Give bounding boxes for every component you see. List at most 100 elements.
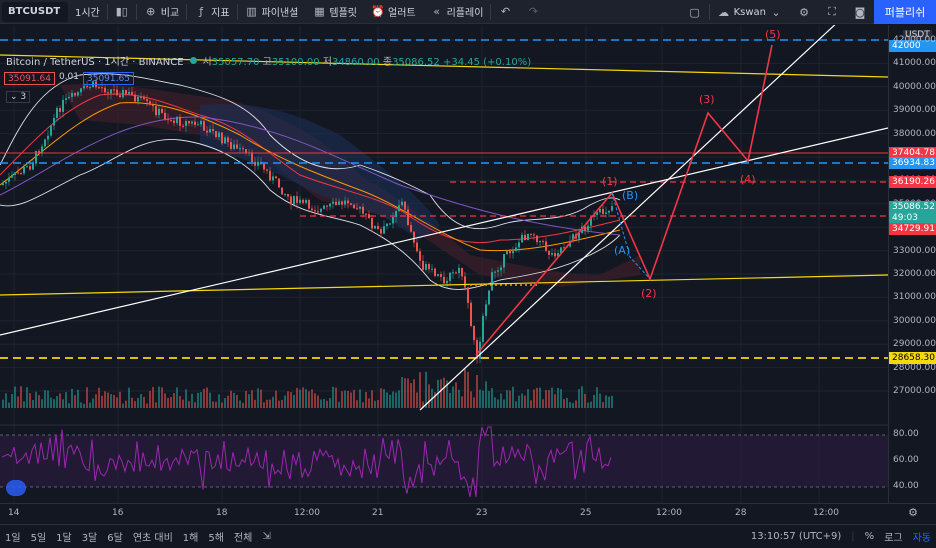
candle: [227, 137, 229, 143]
candle: [14, 172, 16, 176]
time-tick: 16: [112, 508, 124, 518]
percent-button[interactable]: %: [864, 531, 875, 542]
volume-bar: [209, 392, 211, 408]
volume-bar: [407, 378, 409, 408]
volume-bar: [305, 389, 307, 408]
volume-bar: [245, 390, 247, 408]
volume-bar: [572, 402, 574, 408]
volume-bar: [500, 393, 502, 408]
candle: [551, 253, 553, 255]
chart-pane[interactable]: Bitcoin / TetherUS · 1시간 · BINANCE 시3505…: [0, 19, 889, 503]
layout-name-button[interactable]: ☁ Kswan ⌄: [710, 0, 790, 24]
candle: [548, 250, 550, 255]
candle: [524, 234, 526, 241]
candle: [500, 267, 502, 271]
volume-bar: [131, 397, 133, 408]
volume-bar: [476, 375, 478, 408]
ask-price[interactable]: 35091.65: [83, 72, 134, 85]
volume-bar: [569, 402, 571, 408]
square-icon: ▢: [689, 5, 700, 19]
candle: [26, 166, 28, 168]
volume-bar: [563, 399, 565, 408]
trendline-white-steep: [419, 19, 841, 411]
volume-bar: [68, 403, 70, 408]
chart-type-button[interactable]: ▮▯: [108, 0, 136, 24]
price-chart[interactable]: [0, 19, 889, 503]
fullscreen-button[interactable]: ⛶: [818, 0, 846, 24]
range-button[interactable]: 5일: [30, 533, 47, 544]
bid-price[interactable]: 35091.64: [4, 72, 55, 85]
candle: [599, 208, 601, 213]
volume-bar: [140, 394, 142, 408]
volume-bar: [47, 390, 49, 408]
volume-bar: [506, 390, 508, 408]
volume-bar: [497, 399, 499, 408]
indicator-collapse-button[interactable]: ⌄ 3: [6, 91, 31, 103]
rsi-line: [1, 426, 612, 498]
volume-bar: [425, 371, 427, 408]
symbol-search[interactable]: BTCUSDT: [2, 1, 68, 22]
range-calendar-icon[interactable]: ⇲: [262, 531, 271, 542]
bollinger-upper: [0, 73, 621, 230]
alert-label: 얼러트: [388, 8, 416, 19]
price-axis[interactable]: USDT 42000 42000.00 41000.00 40000.00 39000…: [888, 25, 936, 503]
snapshot-button[interactable]: ◙: [846, 0, 874, 24]
candle: [452, 272, 454, 274]
volume-bar: [434, 392, 436, 408]
volume-bar: [422, 401, 424, 408]
time-axis-settings-icon[interactable]: ⚙: [908, 506, 918, 519]
range-button[interactable]: 연초 대비: [132, 533, 173, 544]
templates-button[interactable]: ▦ 템플릿: [305, 0, 364, 24]
financials-button[interactable]: ▥ 파이낸셜: [238, 0, 306, 24]
candle: [590, 216, 592, 226]
candle: [83, 85, 85, 89]
clock-time[interactable]: 13:10:57 (UTC+9): [750, 531, 842, 542]
range-button[interactable]: 6달: [107, 533, 123, 544]
volume-bar: [536, 387, 538, 408]
candle: [167, 119, 169, 121]
layout-toggle-button[interactable]: ▢: [681, 0, 709, 24]
alert-button[interactable]: ⏰ 얼러트: [364, 0, 423, 24]
undo-button[interactable]: ↶: [491, 0, 519, 24]
settings-button[interactable]: ⚙: [790, 0, 818, 24]
volume-bar: [119, 391, 121, 408]
price-tag: 37404.78: [889, 147, 936, 159]
indicators-button[interactable]: ƒ 지표: [187, 0, 236, 24]
candle: [80, 88, 82, 93]
candle: [212, 129, 214, 131]
candle: [56, 108, 58, 118]
range-button[interactable]: 1해: [182, 533, 199, 544]
time-axis[interactable]: ⚙ 14 16 18 12:00 21 23 25 12:00 28 12:00: [0, 503, 936, 523]
price-tick: 39000.00: [893, 105, 936, 116]
publish-button[interactable]: 퍼블리쉬: [874, 0, 936, 24]
volume-bar: [416, 392, 418, 408]
range-button[interactable]: 5해: [208, 533, 224, 544]
time-tick: 12:00: [294, 508, 320, 518]
candle: [11, 175, 13, 178]
volume-bar: [278, 400, 280, 408]
redo-button[interactable]: ↷: [519, 0, 547, 24]
volume-bar: [599, 393, 601, 408]
candle: [251, 152, 253, 162]
volume-bar: [335, 387, 337, 408]
volume-bar: [296, 387, 298, 408]
tradingview-logo-icon[interactable]: [6, 480, 26, 496]
range-button[interactable]: 전체: [233, 533, 253, 544]
candle: [170, 120, 172, 122]
volume-bar: [539, 387, 541, 408]
auto-button[interactable]: 자동: [912, 533, 931, 544]
candle: [545, 241, 547, 251]
range-button[interactable]: 1일: [5, 533, 21, 544]
volume-bar: [176, 387, 178, 408]
range-button[interactable]: 3달: [81, 533, 98, 544]
volume-bar: [365, 391, 367, 408]
price-tick: 38000.00: [893, 128, 936, 139]
compare-button[interactable]: ⊕ 비교: [137, 0, 186, 24]
price-tag: 49:03: [889, 212, 936, 224]
interval-button[interactable]: 1시간: [68, 0, 107, 24]
replay-button[interactable]: « 리플레이: [423, 0, 491, 24]
log-button[interactable]: 로그: [884, 533, 903, 544]
price-tick: 31000.00: [893, 292, 936, 303]
volume-bar: [149, 390, 151, 408]
range-button[interactable]: 1달: [56, 533, 72, 544]
